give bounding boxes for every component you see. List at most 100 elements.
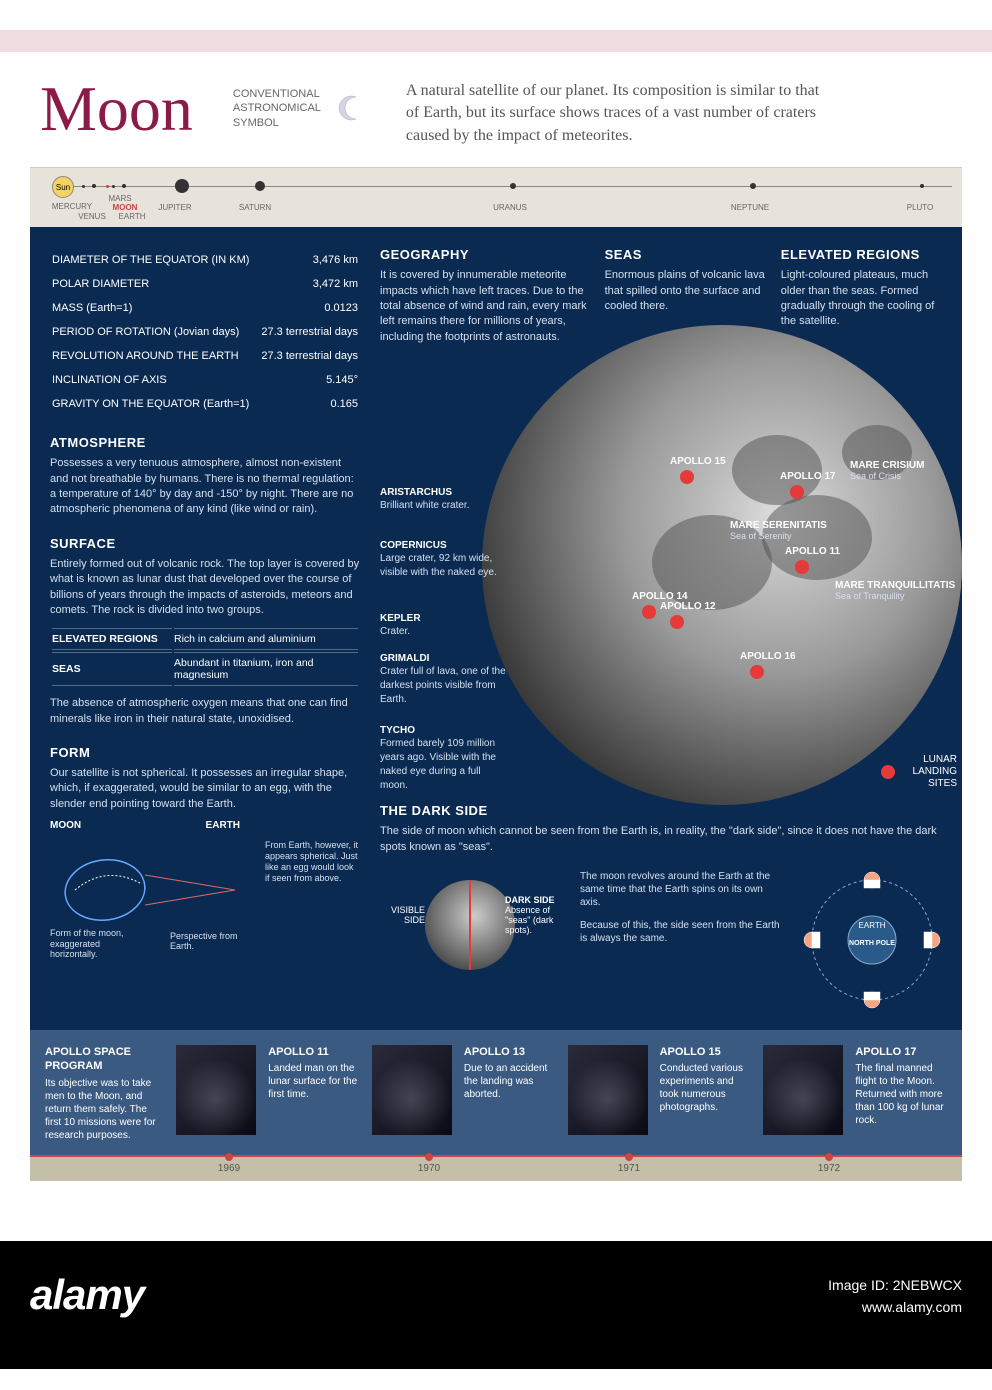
form-caption-2: Perspective from Earth. xyxy=(170,931,240,953)
mission-image xyxy=(763,1045,843,1135)
mission-image xyxy=(568,1045,648,1135)
image-id: Image ID: 2NEBWCX xyxy=(828,1274,962,1296)
visible-side-label: VISIBLE SIDE xyxy=(380,905,425,925)
year-dot xyxy=(425,1153,433,1161)
stat-value: 27.3 terrestrial days xyxy=(258,321,358,343)
stat-value: 3,472 km xyxy=(258,273,358,295)
geography-heading: GEOGRAPHY xyxy=(380,247,590,262)
planet-earth xyxy=(122,184,126,188)
right-column: GEOGRAPHY It is covered by innumerable m… xyxy=(380,247,942,1010)
planet-neptune xyxy=(750,183,756,189)
stat-label: PERIOD OF ROTATION (Jovian days) xyxy=(52,321,256,343)
mission-item: APOLLO 17The final manned flight to the … xyxy=(855,1045,947,1142)
stat-label: POLAR DIAMETER xyxy=(52,273,256,295)
planet-mars xyxy=(106,185,109,188)
region-desc: Rich in calcium and aluminium xyxy=(174,628,358,650)
landing-legend: LUNAR LANDING SITES xyxy=(881,754,957,790)
sun-icon: Sun xyxy=(52,176,74,198)
surface-table: ELEVATED REGIONSRich in calcium and alum… xyxy=(50,626,360,688)
darkside-text: The side of moon which cannot be seen fr… xyxy=(380,824,942,855)
year-dot xyxy=(825,1153,833,1161)
planet-label: NEPTUNE xyxy=(731,203,769,212)
planet-label: SATURN xyxy=(239,203,271,212)
table-row: MASS (Earth=1)0.0123 xyxy=(52,297,358,319)
left-column: DIAMETER OF THE EQUATOR (IN KM)3,476 kmP… xyxy=(50,247,360,1010)
region-label: SEAS xyxy=(52,652,172,686)
apollo-strip: APOLLO SPACE PROGRAM Its objective was t… xyxy=(30,1030,962,1157)
mission-item: APOLLO 13Due to an accident the landing … xyxy=(464,1045,556,1142)
planet-mercury xyxy=(82,185,85,188)
form-caption-3: From Earth, however, it appears spherica… xyxy=(265,840,360,883)
table-row: DIAMETER OF THE EQUATOR (IN KM)3,476 km xyxy=(52,249,358,271)
geography-text: It is covered by innumerable meteorite i… xyxy=(380,268,590,345)
elevated-heading: ELEVATED REGIONS xyxy=(781,247,942,262)
moon-symbol-icon xyxy=(336,93,366,123)
surface-footnote: The absence of atmospheric oxygen means … xyxy=(50,696,360,727)
dark-side-label: DARK SIDE xyxy=(505,895,555,905)
moon-sphere xyxy=(482,325,962,805)
apollo-program-text: Its objective was to take men to the Moo… xyxy=(45,1078,156,1141)
surface-heading: SURFACE xyxy=(50,536,360,551)
planet-label: PLUTO xyxy=(907,203,934,212)
table-row: REVOLUTION AROUND THE EARTH27.3 terrestr… xyxy=(52,345,358,367)
orbit-text-2: Because of this, the side seen from the … xyxy=(580,919,782,945)
surface-text: Entirely formed out of volcanic rock. Th… xyxy=(50,557,360,619)
planet-label: JUPITER xyxy=(158,203,191,212)
symbol-block: CONVENTIONAL ASTRONOMICAL SYMBOL xyxy=(233,87,366,130)
table-row: PERIOD OF ROTATION (Jovian days)27.3 ter… xyxy=(52,321,358,343)
mare-label: MARE CRISIUMSea of Crisis xyxy=(850,460,924,482)
stat-label: DIAMETER OF THE EQUATOR (IN KM) xyxy=(52,249,256,271)
top-accent-bar xyxy=(0,30,992,52)
apollo-site-label: APOLLO 12 xyxy=(660,601,716,612)
table-row: INCLINATION OF AXIS5.145° xyxy=(52,369,358,391)
planet-label: MERCURY xyxy=(52,202,92,211)
stat-value: 3,476 km xyxy=(258,249,358,271)
moon-diagram: ARISTARCHUSBrilliant white crater. COPERN… xyxy=(380,355,942,785)
page-title: Moon xyxy=(40,72,193,146)
table-row: POLAR DIAMETER3,472 km xyxy=(52,273,358,295)
year-label: 1971 xyxy=(618,1163,640,1174)
apollo-site-label: APOLLO 17 xyxy=(780,471,836,482)
mission-item: APOLLO 11Landed man on the lunar surface… xyxy=(268,1045,360,1142)
dark-side-diagram: VISIBLE SIDE DARK SIDE Absence of "seas"… xyxy=(380,870,942,1010)
stat-value: 0.165 xyxy=(258,393,358,415)
seas-text: Enormous plains of volcanic lava that sp… xyxy=(605,268,766,314)
mission-image xyxy=(176,1045,256,1135)
planet-label: MARS xyxy=(108,194,131,203)
header: Moon CONVENTIONAL ASTRONOMICAL SYMBOL A … xyxy=(0,72,992,167)
atmosphere-text: Possesses a very tenuous atmosphere, alm… xyxy=(50,456,360,518)
year-dot xyxy=(625,1153,633,1161)
footer: alamy Image ID: 2NEBWCX www.alamy.com xyxy=(0,1241,992,1369)
crater-label: TYCHOFormed barely 109 million years ago… xyxy=(380,725,510,793)
region-label: ELEVATED REGIONS xyxy=(52,628,172,650)
symbol-label: CONVENTIONAL ASTRONOMICAL SYMBOL xyxy=(233,87,321,130)
small-moon-icon xyxy=(425,880,515,970)
data-table: DIAMETER OF THE EQUATOR (IN KM)3,476 kmP… xyxy=(50,247,360,417)
dark-side-desc: Absence of "seas" (dark spots). xyxy=(505,905,553,935)
year-label: 1969 xyxy=(218,1163,240,1174)
source-url: www.alamy.com xyxy=(828,1296,962,1318)
solar-system-strip: Sun MERCURYVENUSMARSMOONEARTHJUPITERSATU… xyxy=(30,167,962,227)
elevated-text: Light-coloured plateaus, much older than… xyxy=(781,268,942,330)
crater-label: COPERNICUSLarge crater, 92 km wide, visi… xyxy=(380,540,510,580)
main-panel: DIAMETER OF THE EQUATOR (IN KM)3,476 kmP… xyxy=(30,227,962,1030)
orbit-pole-label: NORTH POLE xyxy=(849,940,895,947)
year-label: 1972 xyxy=(818,1163,840,1174)
planet-saturn xyxy=(255,181,265,191)
crater-label: ARISTARCHUSBrilliant white crater. xyxy=(380,487,510,513)
form-heading: FORM xyxy=(50,745,360,760)
apollo-site-label: APOLLO 11 xyxy=(785,546,840,557)
mission-item: APOLLO 15Conducted various experiments a… xyxy=(660,1045,752,1142)
legend-dot-icon xyxy=(881,765,895,779)
crater-label: KEPLERCrater. xyxy=(380,613,510,639)
stat-value: 5.145° xyxy=(258,369,358,391)
mare-label: MARE TRANQUILLITATISSea of Tranquility xyxy=(835,580,955,602)
darkside-heading: THE DARK SIDE xyxy=(380,803,942,818)
planet-venus xyxy=(92,184,96,188)
apollo-site-label: APOLLO 16 xyxy=(740,651,796,662)
planet-label: VENUS xyxy=(78,212,106,221)
stat-label: GRAVITY ON THE EQUATOR (Earth=1) xyxy=(52,393,256,415)
orbit-line xyxy=(60,186,952,187)
planet-jupiter xyxy=(175,179,189,193)
stat-label: REVOLUTION AROUND THE EARTH xyxy=(52,345,256,367)
